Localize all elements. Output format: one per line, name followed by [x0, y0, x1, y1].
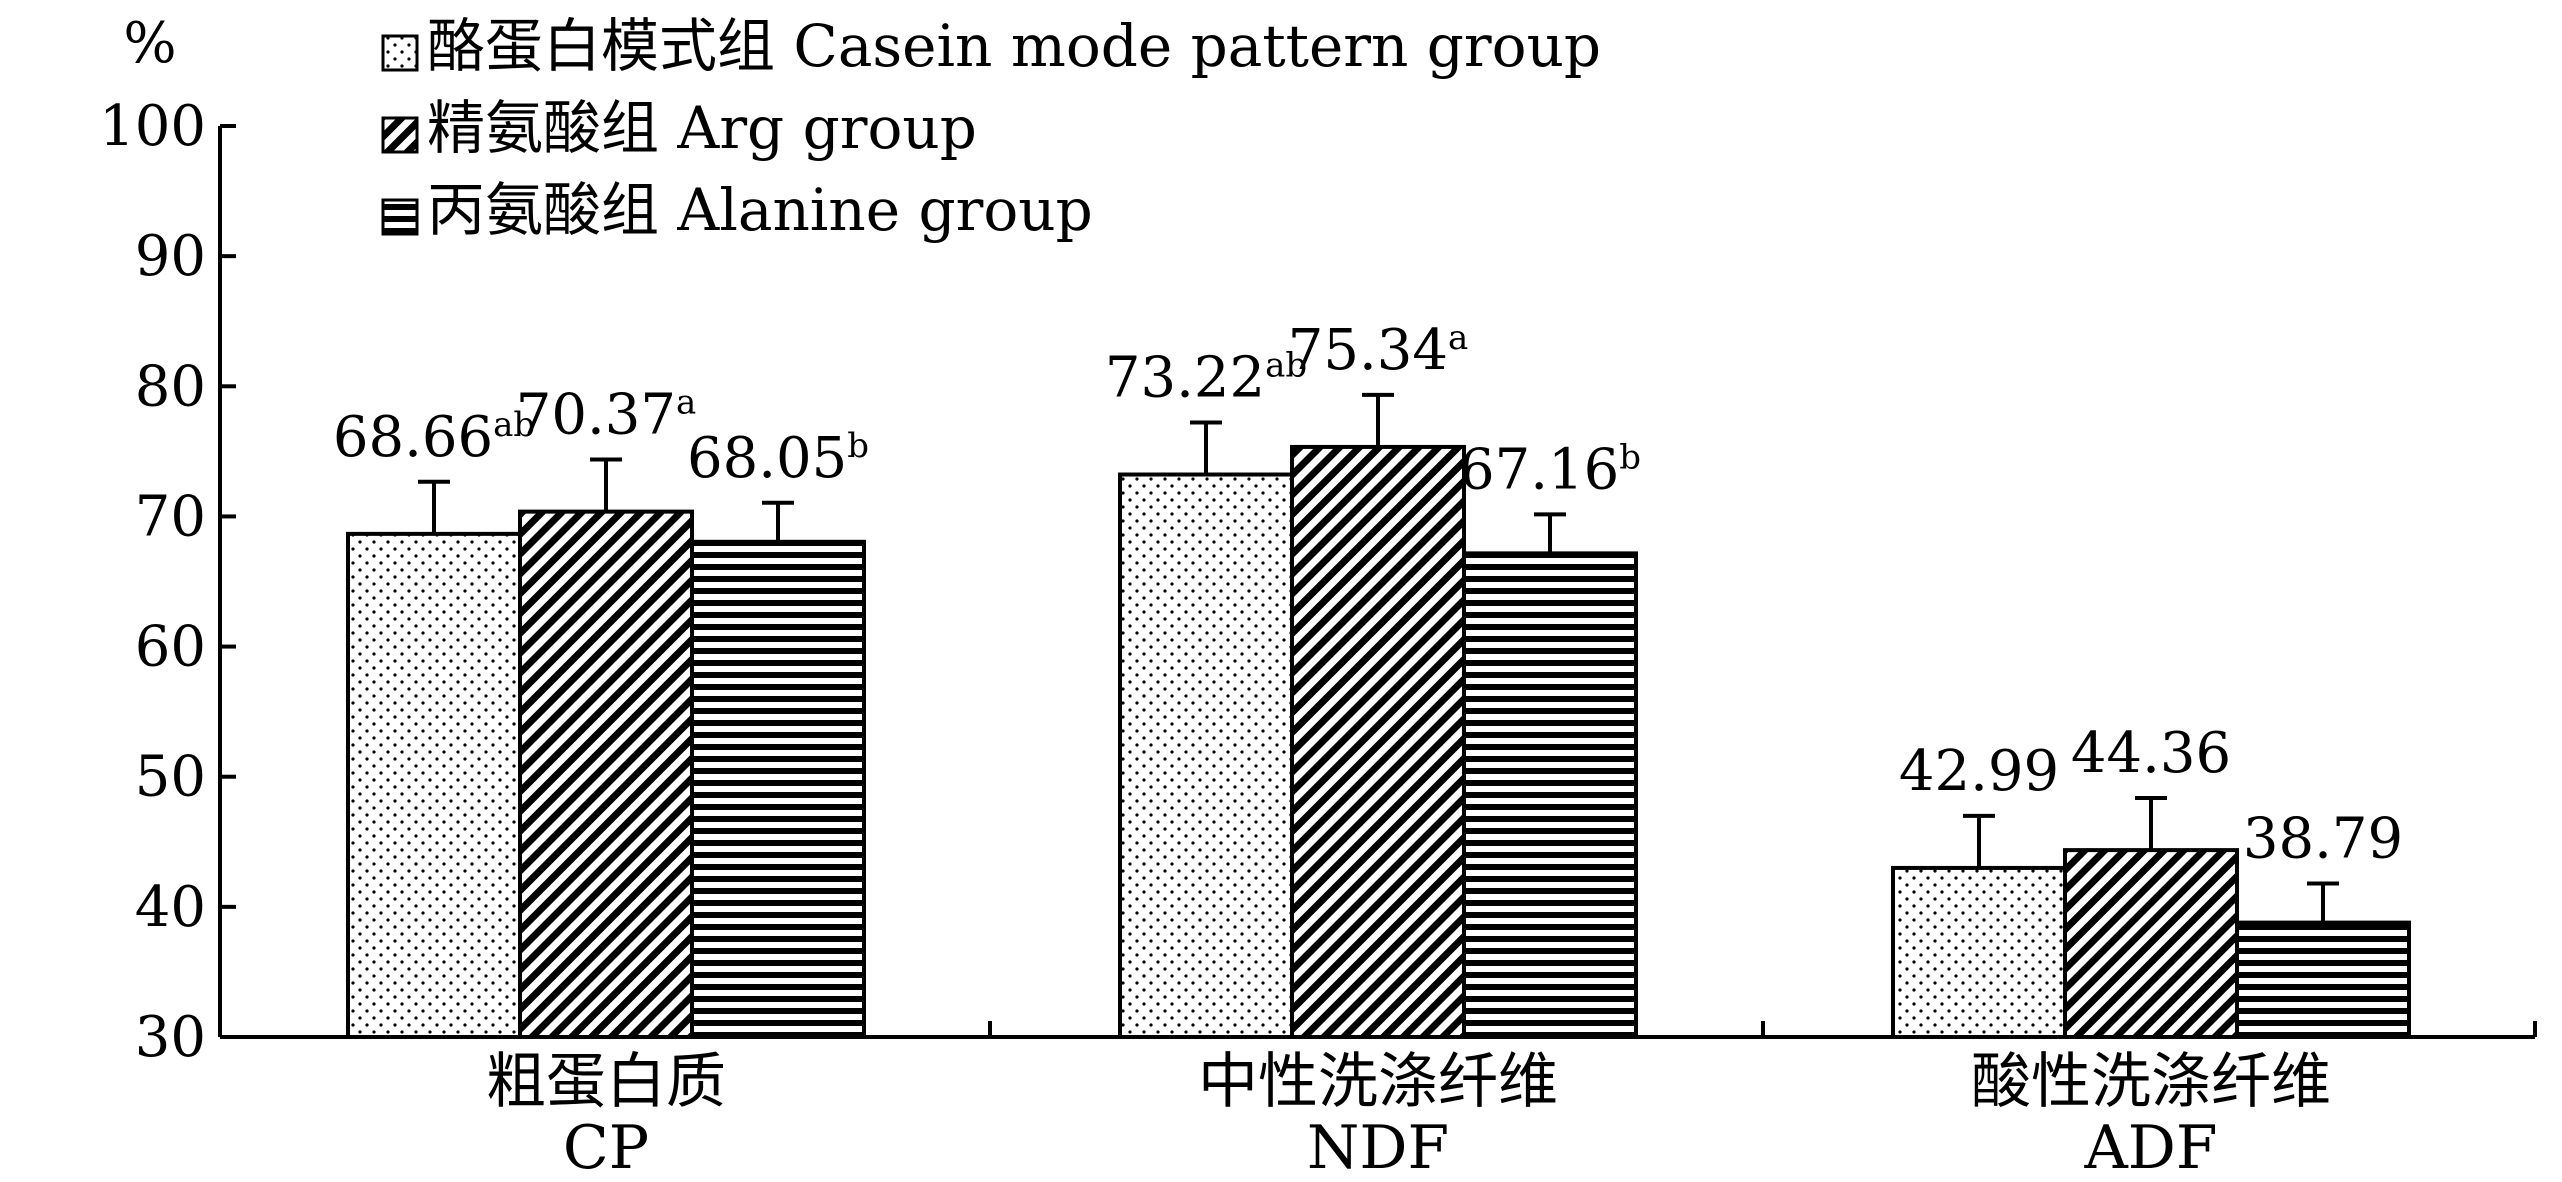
y-tick-label: 50 [135, 745, 206, 810]
data-label: 75.34a [1288, 318, 1469, 383]
legend-entry: 丙氨酸组 Alanine group [427, 176, 1093, 244]
legend-swatch [381, 116, 419, 154]
legend-entry: 酪蛋白模式组 Casein mode pattern group [427, 12, 1601, 80]
legend-swatch [381, 34, 419, 72]
bar [690, 539, 866, 1040]
legend: 酪蛋白模式组 Casein mode pattern group 精氨酸组 Arg… [381, 12, 1601, 244]
y-tick-label: 30 [135, 1005, 206, 1070]
data-label: 70.37a [516, 383, 697, 448]
data-label: 67.16b [1459, 437, 1641, 502]
legend-entry: 精氨酸组 Arg group [427, 94, 977, 162]
data-label: 68.05b [687, 426, 869, 491]
category-label-zh: 粗蛋白质 [486, 1047, 726, 1117]
data-label: 73.22ab [1105, 345, 1307, 410]
y-ticks: 30 40 50 60 70 80 90 100 [99, 94, 236, 1070]
data-label: 68.66ab [333, 405, 535, 470]
bar [1891, 865, 2067, 1040]
data-label: 44.36 [2071, 721, 2231, 786]
y-tick-label: 100 [99, 94, 206, 159]
bar [2063, 848, 2239, 1040]
bar [346, 531, 522, 1040]
category-label-zh: 中性洗涤纤维 [1198, 1047, 1558, 1117]
y-tick-label: 60 [135, 615, 206, 680]
y-tick-label: 70 [135, 484, 206, 549]
data-label: 38.79 [2243, 807, 2403, 872]
bar [1118, 472, 1294, 1039]
bar [1290, 444, 1466, 1039]
bar [2235, 920, 2411, 1039]
category-label-en: NDF [1307, 1113, 1449, 1182]
category-label-zh: 酸性洗涤纤维 [1971, 1047, 2331, 1117]
y-tick-label: 90 [135, 224, 206, 289]
bar [518, 509, 694, 1039]
data-label: 42.99 [1899, 739, 2059, 804]
y-tick-label: 80 [135, 354, 206, 419]
bar [1462, 551, 1638, 1040]
y-axis-label: % [123, 11, 176, 76]
category-label-en: CP [563, 1113, 649, 1182]
y-tick-label: 40 [135, 875, 206, 940]
legend-swatch [381, 198, 419, 236]
x-ticks [988, 1021, 2537, 1037]
category-label-en: ADF [2083, 1113, 2217, 1182]
